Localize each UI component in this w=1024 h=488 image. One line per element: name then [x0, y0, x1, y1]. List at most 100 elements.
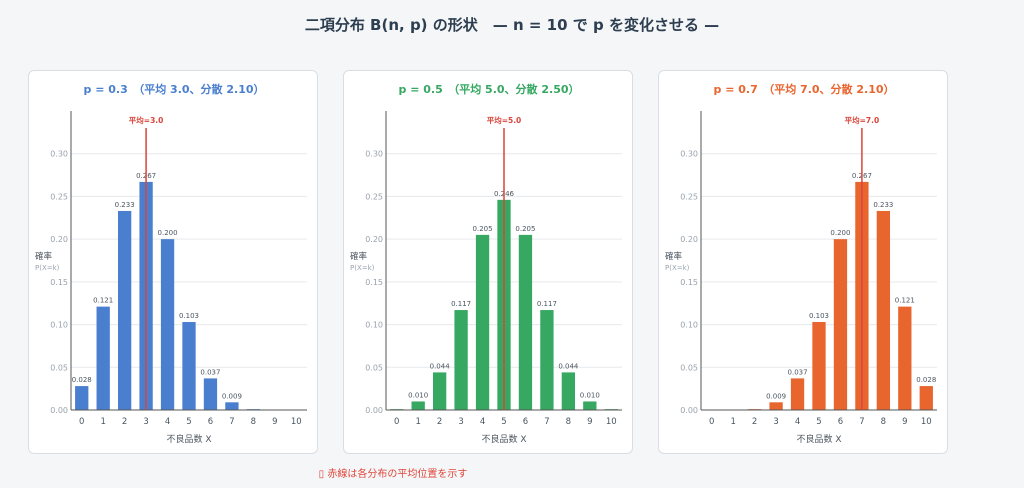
- x-tick-label: 0: [709, 417, 714, 427]
- footnote: ▯ 赤線は各分布の平均位置を示す: [318, 469, 468, 480]
- x-axis-label: 不良品数 X: [796, 433, 841, 445]
- bar: [898, 306, 912, 410]
- bar: [225, 402, 239, 410]
- x-tick-label: 5: [186, 417, 191, 427]
- bar: [919, 386, 933, 410]
- y-axis-label: 確率: [665, 251, 683, 262]
- x-tick-label: 5: [501, 417, 506, 427]
- chart-svg-p05: p = 0.5 （平均 5.0、分散 2.50） 0.00 0.05 0.10 0.15…: [350, 82, 622, 445]
- data-label: 0.200: [158, 229, 178, 237]
- y-tick-label: 0.25: [680, 192, 698, 201]
- x-axis-label: 不良品数 X: [166, 433, 211, 445]
- bar: [876, 210, 891, 410]
- data-label: 0.205: [515, 225, 535, 233]
- x-tick-label: 3: [773, 417, 778, 427]
- data-label: 0.103: [179, 312, 199, 320]
- data-label: 0.037: [200, 368, 220, 376]
- x-tick-label: 0: [394, 417, 399, 427]
- y-axis-sublabel: P(X=k): [665, 264, 690, 272]
- x-tick-label: 9: [902, 417, 907, 427]
- y-tick-label: 0.10: [50, 321, 68, 330]
- chart-title: p = 0.5 （平均 5.0、分散 2.50）: [398, 82, 579, 96]
- y-axis-label: 確率: [35, 251, 53, 262]
- data-label: 0.028: [916, 376, 936, 384]
- bar: [475, 234, 490, 410]
- data-label: 0.117: [451, 300, 471, 308]
- y-tick-label: 0.10: [365, 321, 383, 330]
- bar: [117, 210, 132, 410]
- data-label: 0.044: [558, 362, 579, 370]
- chart-title: p = 0.3 （平均 3.0、分散 2.10）: [83, 82, 264, 96]
- bar: [583, 401, 597, 410]
- bar: [160, 239, 175, 410]
- y-tick-label: 0.00: [365, 406, 383, 415]
- y-tick-label: 0.00: [680, 406, 698, 415]
- mean-label: 平均=3.0: [129, 115, 164, 125]
- data-label: 0.010: [580, 391, 600, 399]
- data-label: 0.010: [408, 391, 428, 399]
- y-axis-sublabel: P(X=k): [350, 264, 375, 272]
- y-tick-label: 0.10: [680, 321, 698, 330]
- x-tick-label: 7: [229, 417, 234, 427]
- x-tick-label: 8: [881, 417, 886, 427]
- y-tick-label: 0.15: [50, 278, 68, 287]
- bar: [540, 310, 554, 410]
- chart-svg-p03: p = 0.3 （平均 3.0、分散 2.10） 0.00 0.05 0.10 0.15…: [35, 82, 307, 445]
- y-tick-label: 0.05: [365, 363, 383, 372]
- y-axis-sublabel: P(X=k): [35, 264, 60, 272]
- bar: [182, 322, 196, 410]
- bar: [561, 372, 576, 410]
- x-tick-label: 2: [752, 417, 757, 427]
- x-tick-label: 4: [480, 417, 485, 427]
- y-tick-label: 0.30: [680, 150, 698, 159]
- x-tick-label: 8: [251, 417, 256, 427]
- x-tick-label: 8: [566, 417, 571, 427]
- bar: [96, 306, 110, 410]
- x-tick-label: 6: [523, 417, 528, 427]
- mean-label: 平均=7.0: [845, 115, 880, 125]
- y-tick-label: 0.25: [50, 192, 68, 201]
- x-tick-label: 6: [208, 417, 213, 427]
- x-tick-label: 3: [458, 417, 463, 427]
- data-label: 0.044: [430, 362, 451, 370]
- x-tick-label: 3: [143, 417, 148, 427]
- x-tick-label: 10: [606, 417, 617, 427]
- x-tick-label: 4: [165, 417, 170, 427]
- y-tick-label: 0.30: [50, 150, 68, 159]
- x-tick-label: 1: [730, 417, 735, 427]
- y-tick-label: 0.05: [680, 363, 698, 372]
- chart-svg-p07: p = 0.7 （平均 7.0、分散 2.10） 0.00 0.05 0.10 0.15…: [665, 82, 937, 445]
- bar: [518, 234, 533, 410]
- y-tick-label: 0.00: [50, 406, 68, 415]
- chart-title: p = 0.7 （平均 7.0、分散 2.10）: [713, 82, 894, 96]
- x-tick-label: 6: [838, 417, 843, 427]
- x-tick-label: 10: [921, 417, 932, 427]
- bar: [812, 322, 826, 410]
- x-tick-label: 2: [437, 417, 442, 427]
- bar: [411, 401, 425, 410]
- x-tick-label: 0: [79, 417, 84, 427]
- bar: [769, 402, 783, 410]
- data-label: 0.121: [93, 297, 113, 305]
- y-tick-label: 0.15: [365, 278, 383, 287]
- y-tick-label: 0.20: [680, 235, 698, 244]
- data-label: 0.233: [873, 201, 893, 209]
- x-tick-label: 1: [415, 417, 420, 427]
- bar: [790, 378, 805, 410]
- y-tick-label: 0.25: [365, 192, 383, 201]
- chart-panel-p03: p = 0.3 （平均 3.0、分散 2.10） 0.00 0.05 0.10 0.15…: [28, 70, 318, 454]
- data-label: 0.205: [473, 225, 493, 233]
- y-tick-label: 0.15: [680, 278, 698, 287]
- x-tick-label: 5: [816, 417, 821, 427]
- y-tick-label: 0.20: [365, 235, 383, 244]
- x-tick-label: 7: [859, 417, 864, 427]
- data-label: 0.009: [766, 392, 786, 400]
- bar: [203, 378, 218, 410]
- x-axis-label: 不良品数 X: [481, 433, 526, 445]
- data-label: 0.009: [222, 392, 242, 400]
- y-tick-label: 0.30: [365, 150, 383, 159]
- x-tick-label: 7: [544, 417, 549, 427]
- x-tick-label: 4: [795, 417, 800, 427]
- bar: [833, 239, 848, 410]
- data-label: 0.103: [809, 312, 829, 320]
